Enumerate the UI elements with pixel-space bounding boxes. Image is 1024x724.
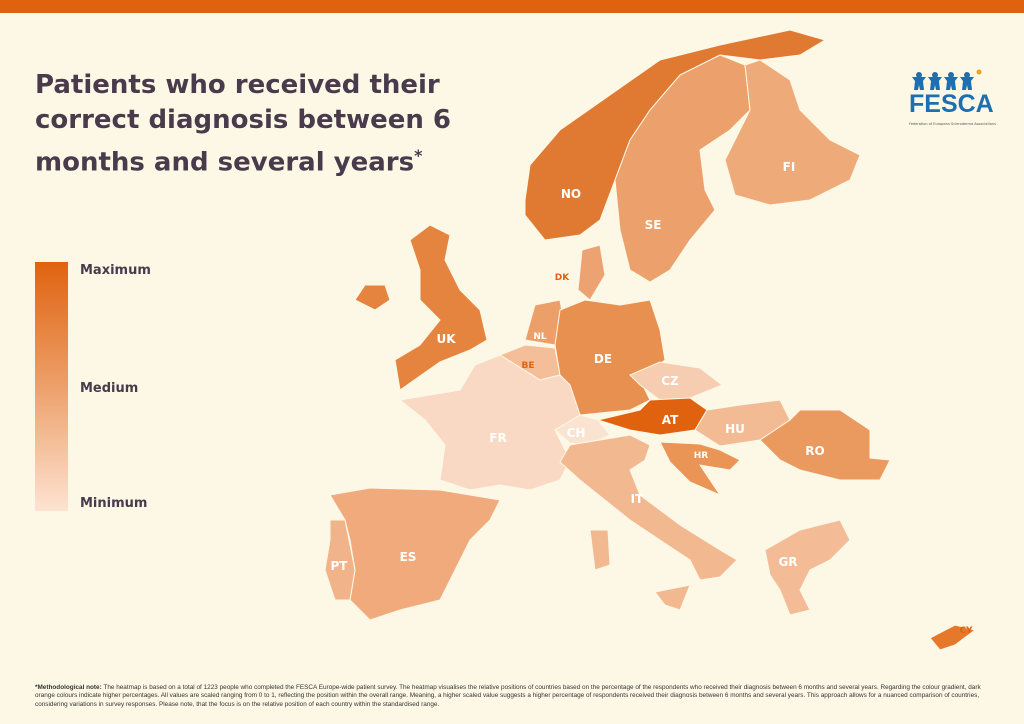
fesca-logo: FESCA Federation of European Scleroderma… xyxy=(905,68,996,133)
country-label-hu: HU xyxy=(725,422,745,436)
country-it xyxy=(559,434,738,581)
country-label-fi: FI xyxy=(783,160,796,174)
country-gr xyxy=(764,519,851,616)
country-label-at: AT xyxy=(662,413,679,427)
country-label-de: DE xyxy=(594,352,612,366)
country-hu xyxy=(694,399,791,447)
country-label-uk: UK xyxy=(436,332,456,346)
country-dk xyxy=(577,244,606,301)
country-cz xyxy=(629,361,723,401)
legend-medium: Medium xyxy=(80,381,139,396)
country-se xyxy=(614,54,751,283)
logo-text: FESCA xyxy=(909,90,994,118)
page-title: Patients who received their correct diag… xyxy=(35,70,452,178)
country-label-fr: FR xyxy=(489,431,506,445)
country-uk xyxy=(354,284,391,311)
country-it xyxy=(589,529,611,571)
country-no xyxy=(524,29,827,241)
country-label-pt: PT xyxy=(331,559,349,573)
methodological-note: *Methodological note: The heatmap is bas… xyxy=(35,684,981,708)
star-icon xyxy=(976,69,982,75)
country-label-gr: GR xyxy=(778,555,797,569)
country-label-se: SE xyxy=(645,218,662,232)
country-label-ro: RO xyxy=(805,444,824,458)
logo-subtitle: Federation of European Scleroderma Assoc… xyxy=(909,122,996,126)
country-label-it: IT xyxy=(631,492,644,506)
country-label-cz: CZ xyxy=(661,374,679,388)
country-label-nl: NL xyxy=(533,332,547,342)
country-hr xyxy=(659,441,741,497)
legend-maximum: Maximum xyxy=(80,263,151,278)
country-label-hr: HR xyxy=(694,451,709,461)
country-label-no: NO xyxy=(561,187,581,201)
country-fr xyxy=(398,354,581,491)
people-icon xyxy=(912,69,982,90)
country-uk xyxy=(394,224,488,391)
country-ro xyxy=(759,409,891,481)
country-pt xyxy=(324,519,356,601)
country-label-be: BE xyxy=(521,361,534,371)
country-label-cy: CY xyxy=(959,626,973,636)
country-label-es: ES xyxy=(400,550,417,564)
country-label-ch: CH xyxy=(567,426,586,440)
country-it xyxy=(654,584,691,611)
country-cy xyxy=(929,624,977,651)
country-fi xyxy=(724,59,861,206)
legend-minimum: Minimum xyxy=(80,496,148,511)
top-bar xyxy=(0,0,1024,13)
country-label-dk: DK xyxy=(555,273,570,283)
legend-gradient xyxy=(35,262,68,511)
